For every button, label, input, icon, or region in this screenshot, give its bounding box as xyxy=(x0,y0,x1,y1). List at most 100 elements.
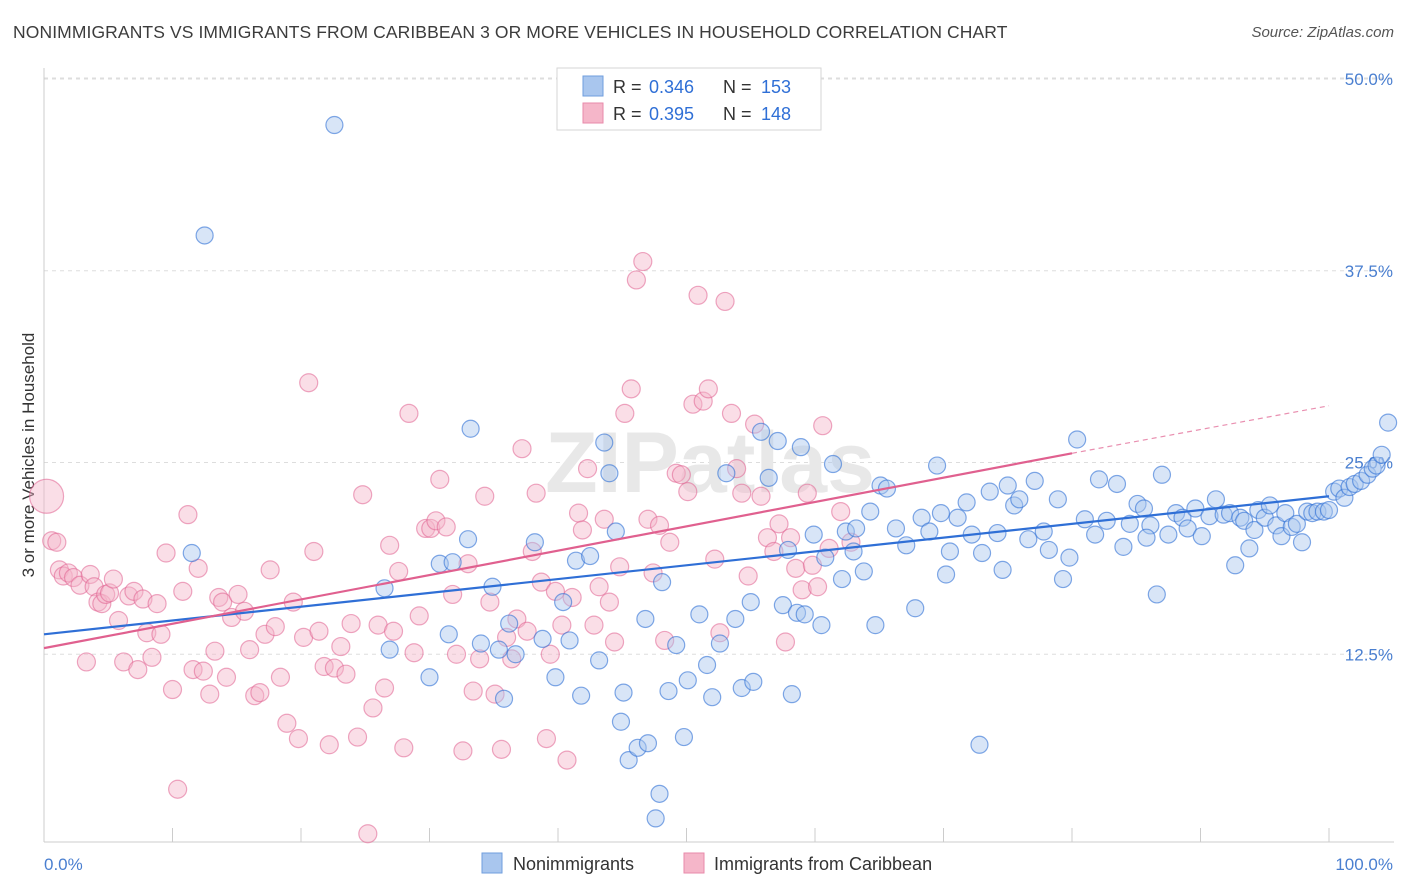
point-immigrants xyxy=(270,667,291,687)
point-immigrants xyxy=(331,636,351,657)
point-nonimmigrants xyxy=(461,419,480,438)
point-nonimmigrants xyxy=(560,631,579,650)
point-nonimmigrants xyxy=(1128,494,1147,514)
point-nonimmigrants xyxy=(1235,511,1254,530)
point-nonimmigrants xyxy=(1107,474,1127,494)
point-nonimmigrants xyxy=(1372,445,1391,464)
point-immigrants xyxy=(394,738,414,758)
correlation-legend: R = 0.346 N = 153 R = 0.395 N = 148 xyxy=(556,67,822,131)
point-nonimmigrants xyxy=(1010,490,1029,509)
point-nonimmigrants xyxy=(525,533,544,552)
point-immigrants xyxy=(409,606,429,626)
legend-n-label-blue: N = xyxy=(723,77,752,97)
point-immigrants xyxy=(732,483,752,503)
point-immigrants xyxy=(453,741,473,761)
x-axis-ticks xyxy=(172,828,1330,842)
point-nonimmigrants xyxy=(804,525,823,544)
trend-line-immigrants xyxy=(43,452,1073,650)
point-nonimmigrants xyxy=(936,565,956,584)
point-nonimmigrants xyxy=(636,609,655,629)
gridlines xyxy=(44,77,1394,655)
point-immigrants xyxy=(304,541,324,562)
legend-n-label-pink: N = xyxy=(723,104,752,124)
point-immigrants xyxy=(693,391,713,411)
point-nonimmigrants xyxy=(1287,514,1306,533)
point-immigrants xyxy=(638,509,658,529)
point-nonimmigrants xyxy=(836,522,855,541)
point-immigrants xyxy=(786,558,806,578)
point-nonimmigrants xyxy=(458,530,478,549)
legend-n-value-pink: 148 xyxy=(761,104,791,124)
y-axis-tick-labels: 12.5%25.0%37.5%50.0% xyxy=(1345,70,1393,664)
point-nonimmigrants xyxy=(897,536,916,555)
point-immigrants xyxy=(797,483,817,503)
point-immigrants xyxy=(47,532,67,552)
point-nonimmigrants xyxy=(1086,525,1105,544)
point-immigrants xyxy=(807,577,828,597)
point-nonimmigrants xyxy=(1367,456,1386,475)
point-nonimmigrants xyxy=(1226,556,1245,575)
point-immigrants xyxy=(545,581,566,601)
point-immigrants xyxy=(399,403,419,424)
point-nonimmigrants xyxy=(471,634,490,653)
point-immigrants xyxy=(678,482,698,502)
bottom-legend-immigrants: Immigrants from Caribbean xyxy=(714,854,932,874)
point-immigrants xyxy=(358,824,378,844)
point-nonimmigrants xyxy=(546,668,565,687)
point-nonimmigrants xyxy=(998,476,1017,495)
point-immigrants xyxy=(193,661,213,681)
point-immigrants xyxy=(133,589,153,609)
point-immigrants xyxy=(751,486,771,506)
point-immigrants xyxy=(63,567,84,588)
point-immigrants xyxy=(572,520,593,540)
point-nonimmigrants xyxy=(1220,504,1240,523)
source-credit: Source: ZipAtlas.com xyxy=(1251,24,1394,41)
point-immigrants xyxy=(404,643,424,663)
point-nonimmigrants xyxy=(844,542,863,561)
point-immigrants xyxy=(792,580,812,600)
chart-title: NONIMMIGRANTS VS IMMIGRANTS FROM CARIBBE… xyxy=(13,22,1008,42)
point-immigrants xyxy=(205,641,225,661)
point-nonimmigrants xyxy=(832,569,852,589)
point-immigrants xyxy=(721,403,742,424)
point-nonimmigrants xyxy=(1186,499,1205,518)
point-nonimmigrants xyxy=(1075,510,1094,529)
bottom-legend-swatch-nonimmigrants xyxy=(481,852,503,874)
point-nonimmigrants xyxy=(866,616,885,635)
point-nonimmigrants xyxy=(1025,471,1044,491)
point-immigrants xyxy=(552,615,572,635)
point-nonimmigrants xyxy=(1282,517,1301,537)
point-nonimmigrants xyxy=(993,560,1012,579)
trend-line-immigrants-extension xyxy=(1071,405,1330,454)
point-nonimmigrants xyxy=(861,502,880,521)
y-tick-label: 50.0% xyxy=(1345,70,1393,89)
point-nonimmigrants xyxy=(1060,548,1079,567)
point-nonimmigrants xyxy=(980,482,999,501)
point-nonimmigrants xyxy=(533,629,552,649)
point-immigrants xyxy=(589,577,609,597)
point-immigrants xyxy=(156,543,176,563)
point-nonimmigrants xyxy=(1240,539,1259,558)
point-immigrants xyxy=(655,630,675,651)
point-immigrants xyxy=(775,632,796,652)
point-immigrants xyxy=(615,403,635,424)
point-immigrants xyxy=(380,535,400,555)
bottom-legend-nonimmigrants: Nonimmigrants xyxy=(513,854,634,874)
point-immigrants xyxy=(28,478,65,514)
point-nonimmigrants xyxy=(703,688,722,707)
point-nonimmigrants xyxy=(443,553,462,572)
point-nonimmigrants xyxy=(1245,520,1264,540)
point-immigrants xyxy=(173,581,193,601)
point-nonimmigrants xyxy=(1292,533,1312,552)
point-nonimmigrants xyxy=(847,519,866,538)
point-immigrants xyxy=(480,592,500,612)
point-nonimmigrants xyxy=(678,671,697,690)
point-nonimmigrants xyxy=(906,599,925,618)
point-immigrants xyxy=(103,569,123,589)
point-nonimmigrants xyxy=(325,115,344,135)
point-immigrants xyxy=(626,270,646,290)
point-immigrants xyxy=(178,505,198,525)
legend-r-label-pink: R = xyxy=(613,104,642,124)
point-immigrants xyxy=(436,517,456,537)
point-immigrants xyxy=(831,501,851,522)
